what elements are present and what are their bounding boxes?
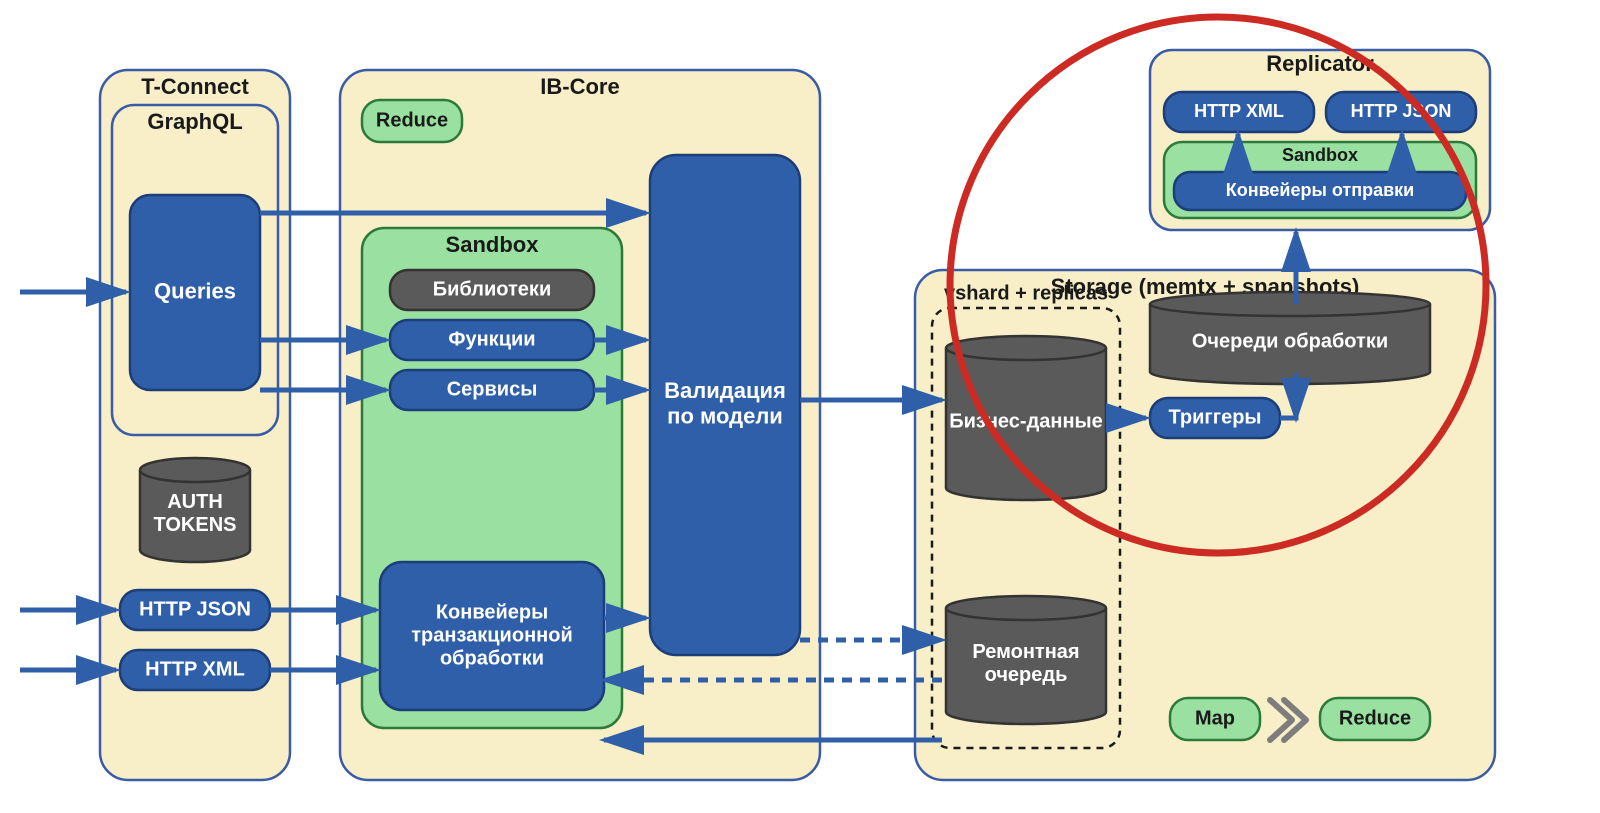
labels.pipelines: транзакционной [411, 624, 573, 646]
labels.ibcore: IB-Core [540, 74, 619, 99]
labels.triggers: Триггеры [1168, 406, 1261, 428]
labels.funcs: Функции [448, 328, 535, 350]
repair-queue-cyl-label: очередь [985, 664, 1068, 686]
labels.libs: Библиотеки [433, 278, 551, 300]
labels.httpXml: HTTP XML [145, 658, 245, 680]
labels.sandbox: Sandbox [446, 232, 540, 257]
labels.validation: Валидация [664, 378, 786, 403]
labels.services: Сервисы [447, 378, 538, 400]
auth-tokens-cyl-label: TOKENS [154, 514, 237, 536]
labels.tconnect: T-Connect [141, 74, 249, 99]
bizdata-cyl-label: Бизнес-данные [949, 410, 1103, 432]
labels.sandbox2: Sandbox [1282, 145, 1358, 165]
labels.reduceTag2: Reduce [1339, 707, 1411, 729]
labels.map: Map [1195, 707, 1235, 729]
labels.httpJson2: HTTP JSON [1351, 101, 1452, 121]
labels.httpJson: HTTP JSON [139, 598, 251, 620]
labels.httpXml2: HTTP XML [1194, 101, 1284, 121]
labels.vshard: vshard + replicas [944, 282, 1108, 304]
labels.sendPipes: Конвейеры отправки [1226, 180, 1415, 200]
labels.reduceTag: Reduce [376, 109, 448, 131]
labels.queries: Queries [154, 278, 236, 303]
labels.pipelines: обработки [440, 647, 544, 669]
labels.graphql: GraphQL [147, 109, 242, 134]
labels.validation: по модели [667, 403, 783, 428]
labels.pipelines: Конвейеры [436, 601, 548, 623]
repair-queue-cyl-label: Ремонтная [972, 641, 1079, 663]
auth-tokens-cyl-label: AUTH [167, 491, 223, 513]
proc-queue-cyl-label: Очереди обработки [1192, 330, 1388, 352]
